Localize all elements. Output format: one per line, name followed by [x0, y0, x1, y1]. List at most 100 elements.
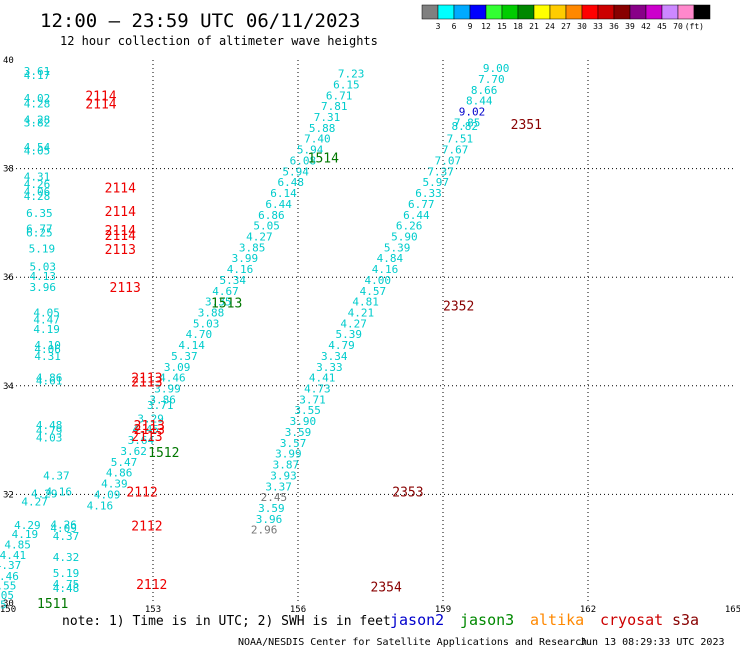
swh-point: 4.37 [53, 530, 80, 543]
swh-point: 4.41 [0, 549, 26, 562]
chart-subtitle: 12 hour collection of altimeter wave hei… [60, 34, 378, 48]
colorbar-label: 21 [529, 22, 539, 31]
swh-point: 5.34 [220, 274, 247, 287]
swh-point: 4.46 [0, 570, 19, 583]
swh-point: 4.79 [36, 424, 63, 437]
swh-point: 5.47 [111, 456, 138, 469]
swh-point: 4.61 [36, 374, 63, 387]
swh-point: 3.33 [316, 361, 343, 374]
colorbar-label: 18 [513, 22, 523, 31]
y-tick-label: 36 [3, 273, 14, 283]
colorbar-label: 45 [657, 22, 667, 31]
swh-point: 5.39 [384, 241, 411, 254]
colorbar-unit: (ft) [685, 22, 704, 31]
swh-point: 8.44 [466, 95, 493, 108]
swh-point: 4.26 [24, 178, 51, 191]
swh-point: 4.19 [33, 323, 60, 336]
swh-point: 4.67 [212, 285, 239, 298]
swh-point: 4.31 [34, 350, 61, 363]
swh-point: 4.27 [21, 495, 48, 508]
colorbar-label: 39 [625, 22, 635, 31]
swh-point: 5.90 [391, 230, 418, 243]
swh-point: 3.96 [256, 513, 283, 526]
swh-point: 7.70 [478, 73, 505, 86]
swh-point: 3.86 [149, 393, 176, 406]
pass-label: 2113 [131, 430, 162, 445]
swh-point: 4.54 [24, 141, 51, 154]
swh-point: 5.19 [53, 567, 80, 580]
swh-point: 7.67 [442, 144, 469, 157]
pass-label: 2114 [105, 229, 136, 244]
swh-point: 4.70 [186, 328, 213, 341]
pass-label: 2113 [134, 419, 165, 434]
swh-point: 4.06 [24, 185, 51, 198]
swh-point: 3.88 [198, 306, 225, 319]
swh-point: 7.85 [454, 116, 481, 129]
swh-point: 9.02 [459, 106, 486, 119]
pass-label: 2112 [131, 519, 162, 534]
swh-point: 3.71 [147, 399, 174, 412]
pass-label: 2113 [131, 375, 162, 390]
colorbar-label: 42 [641, 22, 651, 31]
swh-point: 7.37 [427, 165, 454, 178]
pass-label: 2114 [105, 205, 136, 220]
colorbar-swatch [581, 4, 599, 20]
swh-point: 6.25 [26, 227, 53, 240]
swh-point: 4.32 [53, 551, 80, 564]
swh-point: 5.05 [0, 589, 14, 602]
colorbar-swatch [469, 4, 487, 20]
swh-point: 5.03 [30, 260, 57, 273]
pass-label: 2112 [136, 578, 167, 593]
swh-point: 4.27 [246, 230, 273, 243]
swh-point: 4.29 [31, 487, 58, 500]
swh-point: 4.28 [24, 190, 51, 203]
footer-credit: NOAA/NESDIS Center for Satellite Applica… [238, 637, 587, 648]
swh-point: 5.94 [297, 144, 324, 157]
colorbar-swatch [533, 4, 551, 20]
swh-point: 5.19 [29, 242, 56, 255]
swh-point: 4.00 [365, 274, 392, 287]
swh-point: 5.37 [171, 350, 198, 363]
colorbar-legend: 3 6 9 12 15 18 21 24 27 30 33 36 39 42 45 70 (ft) [421, 4, 711, 31]
swh-point: 6.33 [415, 187, 442, 200]
colorbar-swatch [613, 4, 631, 20]
colorbar-swatch [661, 4, 679, 20]
swh-point: 3.85 [239, 241, 266, 254]
x-tick-label: 150 [0, 605, 16, 615]
swh-point: 6.77 [408, 198, 435, 211]
pass-label: 2113 [131, 372, 162, 387]
pass-label: 2113 [105, 243, 136, 258]
colorbar-swatch [501, 4, 519, 20]
legend-jason2: jason2 [390, 611, 444, 629]
note-text: note: 1) Time is in UTC; 2) SWH is in fe… [62, 614, 391, 629]
swh-point: 3.82 [24, 116, 51, 129]
swh-point: 4.31 [24, 171, 51, 184]
swh-point: 4.16 [46, 486, 73, 499]
pass-label: 2114 [105, 182, 136, 197]
swh-point: 3.90 [290, 415, 317, 428]
swh-point: 6.08 [290, 154, 317, 167]
swh-point: 3.87 [273, 459, 300, 472]
pass-label: 2354 [371, 581, 402, 596]
swh-point: 4.21 [348, 306, 375, 319]
swh-point: 6.44 [265, 198, 292, 211]
swh-point: 4.14 [178, 339, 205, 352]
swh-point: 4.48 [53, 582, 80, 595]
swh-point: 8.66 [471, 84, 498, 97]
swh-point: 3.35 [205, 296, 232, 309]
pass-label: 1514 [308, 152, 339, 167]
pass-label: 2114 [85, 89, 116, 104]
chart-title: 12:00 – 23:59 UTC 06/11/2023 [40, 10, 360, 32]
swh-point: 7.40 [304, 133, 331, 146]
swh-point: 4.86 [106, 467, 133, 480]
swh-point: 4.03 [36, 431, 63, 444]
colorbar-label: 27 [561, 22, 571, 31]
footer-timestamp: Jun 13 08:29:33 UTC 2023 [580, 637, 725, 648]
legend-s3a: s3a [672, 611, 699, 629]
y-tick-label: 40 [3, 56, 14, 66]
swh-point: 4.75 [53, 578, 80, 591]
colorbar-swatch [597, 4, 615, 20]
swh-point: 4.46 [159, 372, 186, 385]
legend-jason3: jason3 [460, 611, 514, 629]
swh-point: 5.03 [193, 317, 220, 330]
